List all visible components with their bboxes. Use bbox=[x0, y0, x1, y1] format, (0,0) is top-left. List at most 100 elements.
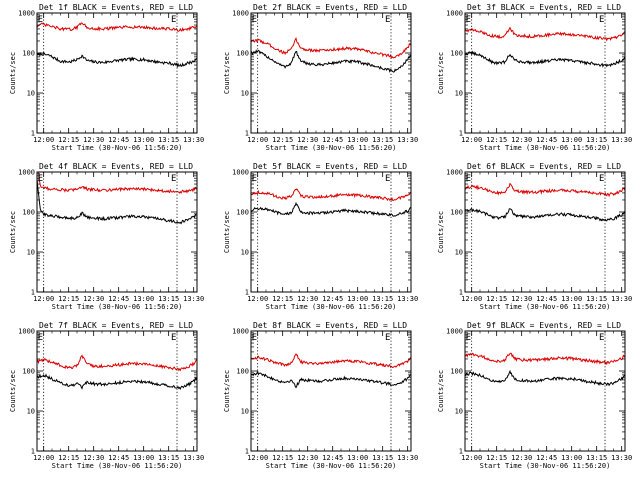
plot-frame bbox=[250, 12, 412, 134]
plot-frame bbox=[464, 12, 626, 134]
series-line-events bbox=[251, 370, 411, 389]
e-marker-label: E bbox=[466, 15, 471, 25]
x-tick-label: 12:15 bbox=[486, 295, 507, 303]
e-marker-label: E bbox=[171, 333, 176, 343]
x-tick-label: 13:15 bbox=[158, 136, 179, 144]
series-line-lld bbox=[37, 354, 197, 372]
y-tick-label: 1000 bbox=[232, 169, 249, 177]
y-axis-label: Counts/sec bbox=[223, 52, 231, 94]
y-tick-label: 100 bbox=[236, 368, 249, 376]
series-line-events bbox=[37, 373, 197, 391]
x-tick-label: 13:00 bbox=[561, 454, 582, 462]
x-tick-label: 12:45 bbox=[536, 454, 557, 462]
x-tick-label: 13:00 bbox=[561, 136, 582, 144]
y-tick-label: 10 bbox=[241, 90, 249, 98]
x-tick-label: 13:15 bbox=[372, 136, 393, 144]
x-tick-label: 12:15 bbox=[486, 454, 507, 462]
e-marker-label: E bbox=[466, 174, 471, 184]
series-line-lld bbox=[37, 22, 197, 32]
x-axis-label: Start Time (30-Nov-06 11:56:20) bbox=[266, 303, 397, 311]
detector-panel-1: Det 1f BLACK = Events, RED = LLD E E 1 10 100… bbox=[9, 3, 204, 152]
plot-frame bbox=[250, 171, 412, 293]
e-marker-label: E bbox=[252, 174, 257, 184]
y-tick-label: 100 bbox=[450, 50, 463, 58]
series-line-events bbox=[37, 51, 197, 69]
y-tick-label: 100 bbox=[450, 368, 463, 376]
panel-title: Det 1f BLACK = Events, RED = LLD bbox=[39, 3, 193, 12]
e-marker-label: E bbox=[171, 174, 176, 184]
y-tick-label: 1 bbox=[245, 289, 249, 297]
x-tick-label: 13:00 bbox=[133, 136, 154, 144]
y-tick-label: 1 bbox=[459, 289, 463, 297]
x-tick-label: 12:30 bbox=[83, 136, 104, 144]
y-tick-label: 10 bbox=[455, 249, 463, 257]
x-tick-label: 13:30 bbox=[183, 136, 204, 144]
detector-panel-4: Det 4f BLACK = Events, RED = LLD E E 1 10 100… bbox=[9, 162, 204, 311]
x-tick-label: 12:15 bbox=[272, 136, 293, 144]
y-tick-label: 1 bbox=[31, 130, 35, 138]
x-tick-label: 13:15 bbox=[372, 454, 393, 462]
panel-title: Det 2f BLACK = Events, RED = LLD bbox=[253, 3, 407, 12]
x-tick-label: 12:00 bbox=[461, 136, 482, 144]
y-tick-label: 1 bbox=[31, 448, 35, 456]
y-tick-label: 1 bbox=[459, 130, 463, 138]
panel-title: Det 6f BLACK = Events, RED = LLD bbox=[467, 162, 621, 171]
x-tick-label: 12:15 bbox=[272, 454, 293, 462]
y-tick-label: 100 bbox=[22, 368, 35, 376]
y-tick-label: 1000 bbox=[446, 10, 463, 18]
e-marker-label: E bbox=[385, 15, 390, 25]
detector-panel-2: Det 2f BLACK = Events, RED = LLD E E 1 10 100… bbox=[223, 3, 418, 152]
y-tick-label: 1 bbox=[245, 448, 249, 456]
series-line-events bbox=[465, 50, 625, 68]
detector-panel-9: Det 9f BLACK = Events, RED = LLD E E 1 10 100… bbox=[437, 321, 632, 470]
y-axis-label: Counts/sec bbox=[437, 52, 445, 94]
x-tick-label: 13:30 bbox=[183, 295, 204, 303]
e-marker-label: E bbox=[466, 333, 471, 343]
e-marker-label: E bbox=[252, 333, 257, 343]
x-tick-label: 12:15 bbox=[58, 454, 79, 462]
x-tick-label: 12:45 bbox=[108, 295, 129, 303]
x-tick-label: 13:15 bbox=[158, 295, 179, 303]
y-axis-label: Counts/sec bbox=[9, 370, 17, 412]
y-tick-label: 100 bbox=[236, 209, 249, 217]
x-tick-label: 12:15 bbox=[58, 295, 79, 303]
series-line-lld bbox=[465, 26, 625, 42]
e-marker-label: E bbox=[385, 333, 390, 343]
panel-title: Det 5f BLACK = Events, RED = LLD bbox=[253, 162, 407, 171]
y-tick-label: 1000 bbox=[446, 328, 463, 336]
x-tick-label: 12:00 bbox=[247, 454, 268, 462]
detector-panel-5: Det 5f BLACK = Events, RED = LLD E E 1 10 100… bbox=[223, 162, 418, 311]
x-tick-label: 12:45 bbox=[322, 295, 343, 303]
plot-frame bbox=[250, 330, 412, 452]
y-tick-label: 1000 bbox=[18, 328, 35, 336]
y-axis-label: Counts/sec bbox=[223, 211, 231, 253]
detector-panel-8: Det 8f BLACK = Events, RED = LLD E E 1 10 100… bbox=[223, 321, 418, 470]
x-tick-label: 13:15 bbox=[586, 454, 607, 462]
x-tick-label: 12:30 bbox=[297, 454, 318, 462]
series-line-lld bbox=[38, 172, 197, 194]
e-marker-label: E bbox=[385, 174, 390, 184]
x-tick-label: 13:30 bbox=[183, 454, 204, 462]
x-axis-label: Start Time (30-Nov-06 11:56:20) bbox=[52, 144, 183, 152]
x-tick-label: 13:30 bbox=[397, 295, 418, 303]
series-line-events bbox=[465, 207, 625, 222]
y-tick-label: 10 bbox=[27, 408, 35, 416]
panel-title: Det 4f BLACK = Events, RED = LLD bbox=[39, 162, 193, 171]
plot-frame bbox=[464, 171, 626, 293]
plot-frame bbox=[36, 171, 198, 293]
x-tick-label: 12:45 bbox=[536, 136, 557, 144]
detector-panel-7: Det 7f BLACK = Events, RED = LLD E E 1 10 100… bbox=[9, 321, 204, 470]
x-tick-label: 13:30 bbox=[611, 295, 632, 303]
series-line-events bbox=[465, 369, 625, 387]
x-tick-label: 12:30 bbox=[511, 454, 532, 462]
x-tick-label: 13:15 bbox=[586, 136, 607, 144]
x-tick-label: 13:00 bbox=[347, 295, 368, 303]
x-tick-label: 12:30 bbox=[511, 295, 532, 303]
series-line-lld bbox=[251, 353, 411, 369]
x-tick-label: 12:30 bbox=[83, 454, 104, 462]
e-marker-label: E bbox=[171, 15, 176, 25]
x-axis-label: Start Time (30-Nov-06 11:56:20) bbox=[480, 462, 611, 470]
y-tick-label: 10 bbox=[27, 90, 35, 98]
y-tick-label: 10 bbox=[455, 90, 463, 98]
x-axis-label: Start Time (30-Nov-06 11:56:20) bbox=[266, 144, 397, 152]
